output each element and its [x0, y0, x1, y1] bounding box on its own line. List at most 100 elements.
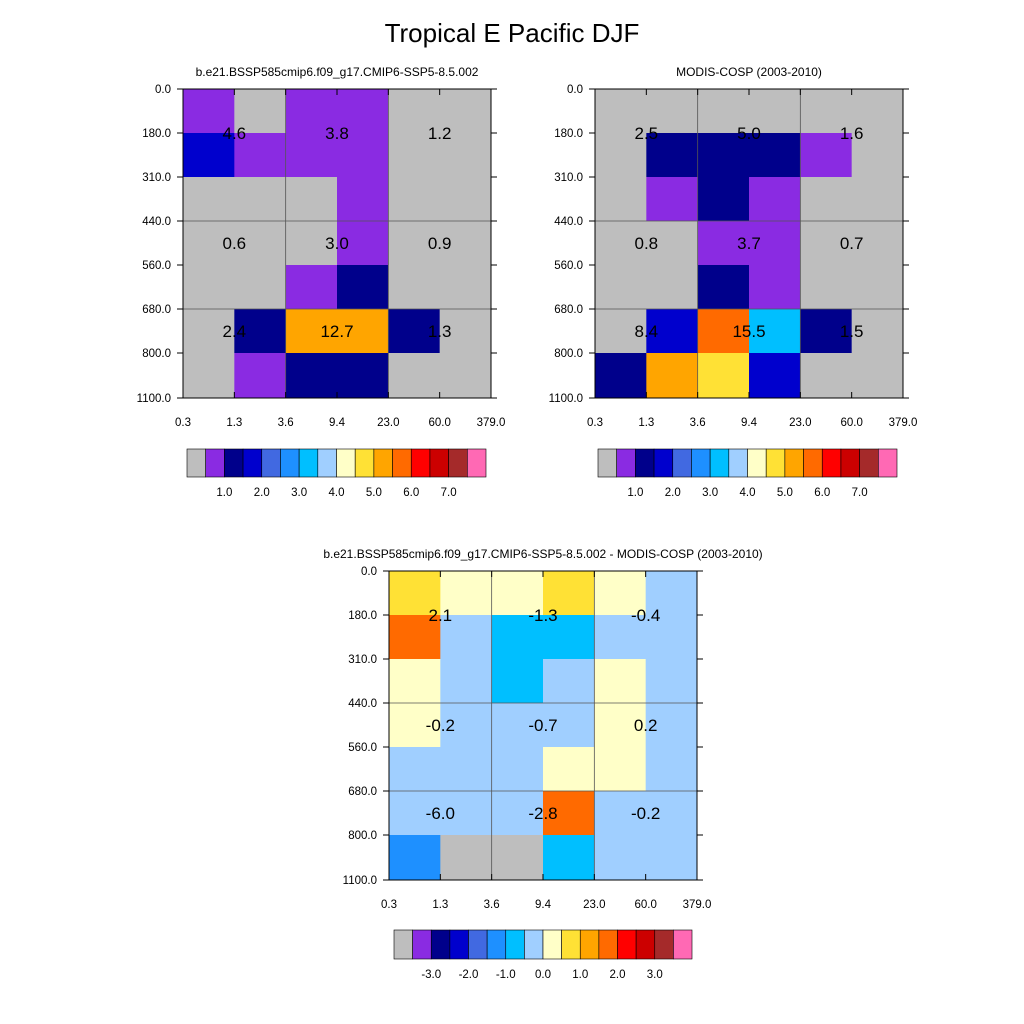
diff-colorbar-box [449, 929, 469, 960]
obs-cell-4-2 [697, 265, 750, 310]
model-colorbar-box [317, 448, 337, 478]
obs-colorbar-box [821, 448, 842, 478]
model-xtick-label: 1.3 [226, 417, 242, 429]
diff-ytick-label: 310.0 [348, 654, 377, 666]
model-cell-1-0 [183, 133, 235, 178]
obs-colorbar-box [784, 448, 804, 478]
diff-cell-0-1 [440, 571, 493, 616]
diff-xtick-label: 60.0 [634, 899, 656, 911]
obs-colorbar-label: 2.0 [665, 487, 681, 499]
diff-cell-value: -1.3 [528, 606, 557, 625]
obs-colorbar-label: 7.0 [852, 487, 868, 499]
model-cell-6-5 [439, 353, 492, 399]
obs-cell-6-3 [749, 353, 801, 399]
obs-cell-5-5 [851, 309, 904, 354]
obs-cell-1-0 [595, 133, 647, 178]
model-cell-1-5 [439, 133, 492, 178]
diff-cell-value: -0.2 [631, 804, 660, 823]
obs-cell-0-0 [595, 89, 647, 134]
obs-xtick-label: 23.0 [789, 417, 811, 429]
obs-ytick-label: 310.0 [554, 172, 583, 184]
model-cell-5-4 [388, 309, 441, 354]
diff-panel: b.e21.BSSP585cmip6.f09_g17.CMIP6-SSP5-8.… [323, 547, 762, 981]
diff-cell-6-2 [491, 835, 544, 881]
diff-colorbar-box [505, 929, 525, 960]
model-cell-2-2 [285, 177, 338, 222]
model-cell-5-2 [285, 309, 338, 354]
model-cell-value: 12.7 [320, 322, 353, 341]
diff-cell-4-4 [594, 747, 647, 792]
model-colorbar-box [242, 448, 263, 478]
diff-cell-3-5 [645, 703, 698, 748]
diff-cell-5-3 [543, 791, 595, 836]
diff-ytick-label: 560.0 [348, 742, 377, 754]
diff-cell-6-1 [440, 835, 493, 881]
obs-colorbar-box [840, 448, 860, 478]
model-cell-value: 3.0 [325, 234, 349, 253]
diff-cell-value: -6.0 [426, 804, 455, 823]
model-cell-4-1 [234, 265, 287, 310]
model-cell-6-2 [285, 353, 338, 399]
obs-cell-value: 1.6 [840, 124, 864, 143]
model-colorbar-box [448, 448, 468, 478]
diff-cell-0-5 [645, 571, 698, 616]
diff-cell-1-2 [491, 615, 544, 660]
diff-cell-4-2 [491, 747, 544, 792]
obs-cell-6-4 [800, 353, 853, 399]
model-cell-0-4 [388, 89, 441, 134]
model-cell-3-2 [285, 221, 338, 266]
model-cell-value: 1.3 [428, 322, 452, 341]
diff-colorbar-label: -2.0 [459, 969, 479, 981]
model-cell-4-5 [439, 265, 492, 310]
model-cell-3-3 [337, 221, 389, 266]
obs-cell-2-2 [697, 177, 750, 222]
diff-cell-2-4 [594, 659, 647, 704]
obs-xtick-label: 379.0 [889, 417, 918, 429]
diff-colorbar-box [673, 929, 693, 960]
diff-xtick-label: 3.6 [484, 899, 500, 911]
obs-colorbar-box [597, 448, 617, 478]
obs-cell-2-5 [851, 177, 904, 222]
diff-cell-5-5 [645, 791, 698, 836]
diff-cell-1-5 [645, 615, 698, 660]
diff-ytick-label: 440.0 [348, 698, 377, 710]
diff-cell-5-4 [594, 791, 647, 836]
diff-cell-5-1 [440, 791, 493, 836]
model-xtick-label: 379.0 [477, 417, 506, 429]
diff-cell-6-4 [594, 835, 647, 881]
obs-colorbar-box [672, 448, 692, 478]
diff-cell-2-3 [543, 659, 595, 704]
obs-cell-3-2 [697, 221, 750, 266]
diff-cell-3-0 [389, 703, 441, 748]
model-colorbar-box [392, 448, 412, 478]
obs-cell-0-5 [851, 89, 904, 134]
obs-cell-3-4 [800, 221, 853, 266]
model-cell-0-2 [285, 89, 338, 134]
diff-xtick-label: 0.3 [381, 899, 397, 911]
model-ytick-label: 310.0 [142, 172, 171, 184]
model-colorbar-box [261, 448, 281, 478]
model-cell-5-1 [234, 309, 287, 354]
model-cell-value: 3.8 [325, 124, 349, 143]
model-cell-2-0 [183, 177, 235, 222]
diff-cell-value: -0.4 [631, 606, 660, 625]
diff-xtick-label: 1.3 [432, 899, 448, 911]
model-colorbar-label: 6.0 [403, 487, 419, 499]
obs-cell-value: 2.5 [635, 124, 659, 143]
diff-colorbar-box [412, 929, 432, 960]
obs-cell-value: 8.4 [635, 322, 659, 341]
obs-cell-6-2 [697, 353, 750, 399]
model-cell-value: 2.4 [223, 322, 247, 341]
model-cell-6-1 [234, 353, 287, 399]
obs-cell-2-3 [749, 177, 801, 222]
model-panel: b.e21.BSSP585cmip6.f09_g17.CMIP6-SSP5-8.… [137, 65, 506, 499]
obs-colorbar-box [616, 448, 636, 478]
diff-cell-6-5 [645, 835, 698, 881]
diff-cell-0-4 [594, 571, 647, 616]
obs-cell-5-1 [646, 309, 699, 354]
model-cell-3-1 [234, 221, 287, 266]
model-ytick-label: 180.0 [142, 128, 171, 140]
model-cell-0-1 [234, 89, 287, 134]
model-cell-value: 0.6 [223, 234, 247, 253]
model-colorbar-box [373, 448, 393, 478]
